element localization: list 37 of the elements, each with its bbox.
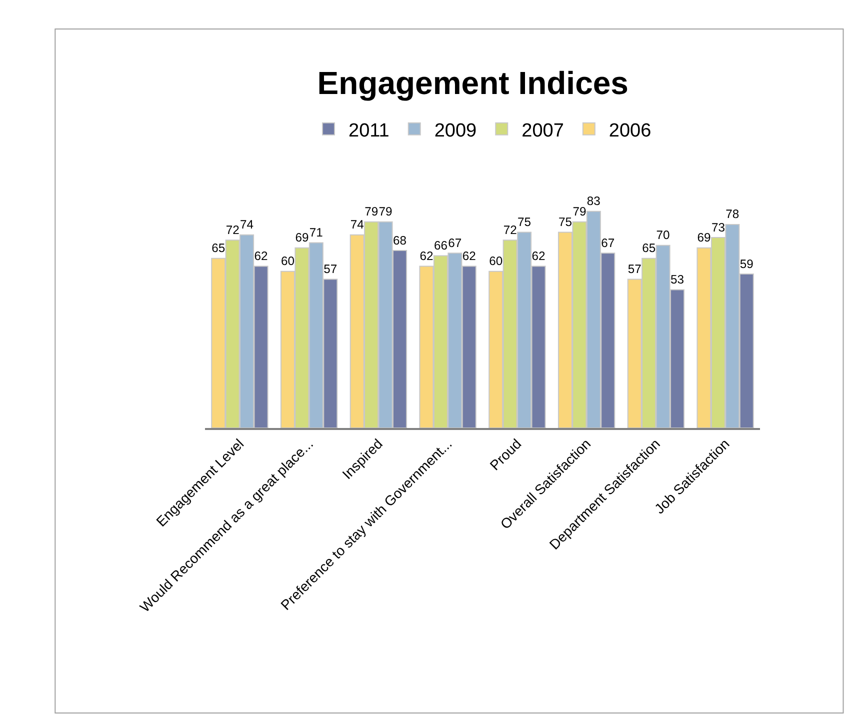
data-label: 67 <box>448 236 462 250</box>
data-label: 79 <box>572 204 586 219</box>
data-label: 57 <box>628 262 642 276</box>
data-label: 72 <box>503 222 518 237</box>
data-label: 72 <box>226 222 240 237</box>
data-label: 57 <box>324 262 338 276</box>
legend-label: 2007 <box>522 120 564 142</box>
data-label: 59 <box>740 256 754 271</box>
data-label: 69 <box>295 230 309 245</box>
data-label: 62 <box>420 248 434 263</box>
data-label: 73 <box>711 220 726 234</box>
data-label: 65 <box>642 241 656 256</box>
data-label: 66 <box>434 238 448 253</box>
data-label: 79 <box>364 204 378 219</box>
data-label: 60 <box>280 254 295 268</box>
data-label: 79 <box>378 204 393 219</box>
data-label: 71 <box>309 225 324 240</box>
data-label: 83 <box>586 194 601 208</box>
data-label: 62 <box>462 248 476 263</box>
data-label: 75 <box>558 215 572 230</box>
data-label: 74 <box>350 218 364 232</box>
data-label: 62 <box>532 248 546 263</box>
legend-label: 2006 <box>608 120 652 142</box>
data-label: 62 <box>254 248 268 263</box>
data-label: 65 <box>212 241 226 256</box>
data-label: 67 <box>601 236 615 250</box>
data-label: 60 <box>489 254 503 268</box>
chart-title: Engagement Indices <box>317 65 628 102</box>
data-label: 75 <box>518 215 532 230</box>
data-label: 78 <box>726 207 740 222</box>
data-label: 68 <box>393 233 407 248</box>
data-label: 70 <box>656 228 670 242</box>
legend-label: 2009 <box>434 120 477 142</box>
data-label: 69 <box>697 230 711 245</box>
data-label: 53 <box>670 272 684 286</box>
legend-label: 2011 <box>348 120 390 142</box>
data-label: 74 <box>240 218 254 232</box>
